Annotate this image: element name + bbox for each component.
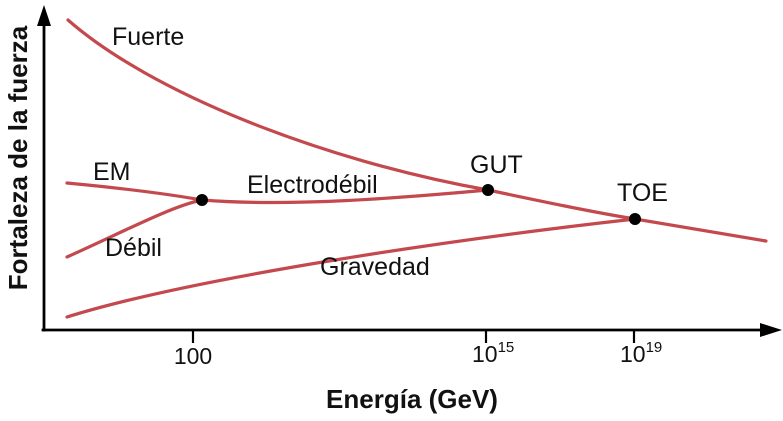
x-axis-arrowhead-icon (760, 323, 782, 337)
curve-em (65, 181, 204, 202)
merge-dot-toe (629, 213, 641, 225)
label-debil: Débil (105, 234, 162, 262)
x-tick-label-1e19: 1019 (620, 339, 662, 367)
x-axis-title: Energía (GeV) (326, 384, 498, 414)
label-em: EM (93, 158, 131, 186)
curve-fuerte (66, 18, 490, 192)
merge-dot-gut (482, 184, 494, 196)
x-tick-label-100: 100 (174, 343, 212, 369)
curve-unified-gut-toe (486, 188, 768, 243)
curve-electrodebil (200, 188, 490, 205)
label-toe: TOE (617, 179, 668, 207)
x-tick-1e15-base: 10 (472, 341, 498, 367)
curve-debil (65, 198, 204, 259)
x-tick-1e19-exponent: 19 (646, 339, 663, 356)
label-gut: GUT (470, 151, 523, 179)
x-tick-label-1e15: 1015 (472, 339, 514, 367)
y-axis-arrowhead-icon (37, 5, 51, 26)
y-axis-title: Fortaleza de la fuerza (3, 25, 33, 290)
curve-gravedad (65, 217, 637, 319)
merge-dot-electroweak (196, 194, 208, 206)
label-fuerte: Fuerte (112, 23, 184, 51)
label-electrodebil: Electrodébil (247, 171, 378, 199)
x-tick-1e19-base: 10 (620, 341, 646, 367)
x-tick-1e15-exponent: 15 (498, 339, 515, 356)
label-gravedad: Gravedad (320, 253, 430, 281)
